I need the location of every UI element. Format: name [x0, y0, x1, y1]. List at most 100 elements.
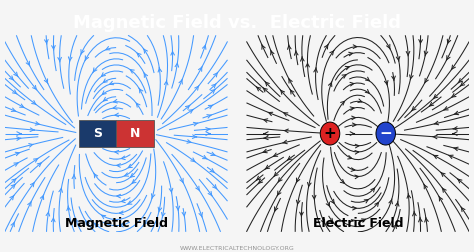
FancyArrowPatch shape [52, 46, 55, 50]
Bar [116, 120, 154, 147]
FancyArrowPatch shape [14, 163, 18, 166]
FancyArrowPatch shape [137, 53, 141, 57]
FancyArrowPatch shape [350, 82, 354, 86]
FancyArrowPatch shape [410, 75, 413, 80]
FancyArrowPatch shape [103, 97, 108, 101]
FancyArrowPatch shape [208, 192, 212, 196]
FancyArrowPatch shape [171, 51, 174, 55]
FancyArrowPatch shape [26, 61, 30, 66]
FancyArrowPatch shape [206, 132, 210, 135]
FancyArrowPatch shape [365, 77, 369, 81]
FancyArrowPatch shape [213, 184, 217, 189]
FancyArrowPatch shape [308, 182, 311, 187]
FancyArrowPatch shape [144, 220, 148, 225]
FancyArrowPatch shape [434, 121, 438, 125]
FancyArrowPatch shape [441, 172, 445, 177]
FancyArrowPatch shape [425, 217, 428, 222]
FancyArrowPatch shape [328, 82, 332, 87]
FancyArrowPatch shape [85, 56, 89, 61]
FancyArrowPatch shape [274, 172, 278, 177]
FancyArrowPatch shape [264, 136, 268, 140]
FancyArrowPatch shape [115, 113, 118, 117]
FancyArrowPatch shape [371, 188, 374, 192]
FancyArrowPatch shape [195, 86, 199, 90]
FancyArrowPatch shape [115, 150, 118, 154]
FancyArrowPatch shape [103, 79, 107, 82]
FancyArrowPatch shape [125, 173, 128, 176]
FancyArrowPatch shape [34, 158, 38, 162]
FancyArrowPatch shape [353, 45, 357, 48]
FancyArrowPatch shape [433, 135, 437, 139]
FancyArrowPatch shape [191, 158, 195, 162]
FancyArrowPatch shape [362, 219, 365, 222]
FancyArrowPatch shape [355, 175, 359, 179]
FancyArrowPatch shape [433, 155, 438, 159]
FancyArrowPatch shape [321, 219, 325, 224]
FancyArrowPatch shape [288, 45, 291, 49]
FancyArrowPatch shape [425, 78, 428, 83]
FancyArrowPatch shape [92, 68, 97, 73]
FancyArrowPatch shape [284, 129, 288, 133]
FancyArrowPatch shape [274, 207, 278, 212]
FancyArrowPatch shape [324, 44, 328, 49]
FancyArrowPatch shape [164, 80, 168, 85]
FancyArrowPatch shape [117, 164, 120, 167]
FancyArrowPatch shape [447, 39, 451, 44]
FancyArrowPatch shape [102, 215, 106, 219]
FancyArrowPatch shape [27, 201, 31, 206]
FancyArrowPatch shape [345, 66, 349, 70]
FancyArrowPatch shape [117, 194, 120, 198]
Text: N: N [130, 127, 140, 140]
FancyArrowPatch shape [280, 90, 284, 94]
FancyArrowPatch shape [330, 50, 334, 55]
FancyArrowPatch shape [40, 195, 44, 200]
Circle shape [376, 122, 395, 145]
FancyArrowPatch shape [424, 184, 428, 189]
FancyArrowPatch shape [182, 212, 186, 217]
FancyArrowPatch shape [353, 206, 356, 210]
FancyArrowPatch shape [121, 156, 125, 160]
FancyArrowPatch shape [263, 88, 267, 92]
FancyArrowPatch shape [208, 105, 213, 109]
FancyArrowPatch shape [180, 178, 183, 183]
FancyArrowPatch shape [169, 188, 173, 193]
FancyArrowPatch shape [439, 196, 443, 201]
FancyArrowPatch shape [460, 82, 465, 86]
FancyArrowPatch shape [461, 207, 465, 212]
FancyArrowPatch shape [11, 222, 15, 227]
FancyArrowPatch shape [358, 99, 362, 102]
FancyArrowPatch shape [11, 184, 16, 188]
FancyArrowPatch shape [341, 101, 345, 105]
Text: Magnetic Field: Magnetic Field [64, 217, 168, 230]
FancyArrowPatch shape [128, 164, 132, 168]
FancyArrowPatch shape [192, 135, 197, 138]
FancyArrowPatch shape [419, 217, 422, 222]
FancyArrowPatch shape [350, 132, 355, 135]
FancyArrowPatch shape [407, 194, 410, 198]
FancyArrowPatch shape [447, 56, 450, 60]
FancyArrowPatch shape [14, 72, 18, 77]
FancyArrowPatch shape [199, 212, 202, 217]
FancyArrowPatch shape [287, 156, 292, 160]
FancyArrowPatch shape [271, 50, 274, 55]
FancyArrowPatch shape [290, 89, 294, 94]
FancyArrowPatch shape [187, 140, 191, 143]
FancyArrowPatch shape [58, 57, 62, 62]
FancyArrowPatch shape [457, 179, 462, 183]
FancyArrowPatch shape [119, 211, 123, 214]
FancyArrowPatch shape [278, 178, 282, 182]
FancyArrowPatch shape [340, 179, 344, 183]
FancyArrowPatch shape [207, 115, 211, 118]
FancyArrowPatch shape [454, 111, 459, 115]
Text: WWW.ELECTRICALTECHNOLOGY.ORG: WWW.ELECTRICALTECHNOLOGY.ORG [180, 246, 294, 251]
FancyArrowPatch shape [454, 147, 458, 151]
FancyArrowPatch shape [67, 206, 71, 211]
FancyArrowPatch shape [395, 201, 399, 206]
FancyArrowPatch shape [301, 56, 304, 61]
FancyArrowPatch shape [139, 88, 143, 93]
FancyArrowPatch shape [375, 203, 378, 206]
FancyArrowPatch shape [451, 65, 456, 70]
FancyArrowPatch shape [114, 100, 118, 103]
FancyArrowPatch shape [44, 79, 48, 84]
FancyArrowPatch shape [75, 218, 78, 223]
